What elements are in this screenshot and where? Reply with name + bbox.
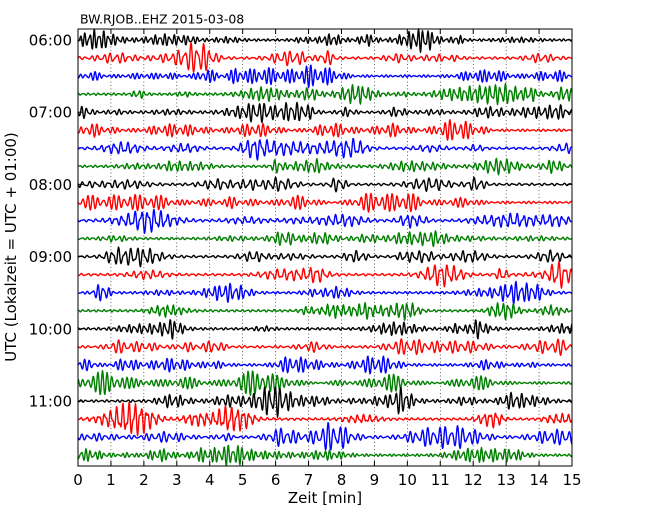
trace-row-19 — [77, 355, 573, 375]
trace-row-2 — [77, 41, 573, 73]
trace-row-12 — [77, 230, 573, 248]
trace-row-21 — [77, 386, 573, 418]
trace-row-7 — [77, 137, 573, 161]
trace-row-5 — [77, 101, 573, 124]
x-tick-label-10: 10 — [398, 471, 417, 489]
trace-row-11 — [77, 208, 573, 235]
x-tick-labels: 0 1 2 3 4 5 6 7 8 9 10 11 12 13 14 15 — [73, 471, 581, 489]
x-tick-label-4: 4 — [205, 471, 215, 489]
y-tick-label-0600: 06:00 — [29, 32, 72, 50]
y-axis-label: UTC (Lokalzeit = UTC + 01:00) — [2, 132, 20, 362]
trace-row-1 — [77, 28, 573, 54]
x-tick-label-1: 1 — [106, 471, 116, 489]
trace-row-10 — [77, 192, 573, 213]
y-tick-labels: 06:00 07:00 08:00 09:00 10:00 11:00 — [29, 32, 72, 411]
trace-row-6 — [77, 119, 573, 141]
trace-row-15 — [77, 280, 573, 305]
y-tick-label-0800: 08:00 — [29, 176, 72, 194]
trace-row-9 — [77, 176, 573, 193]
y-tick-label-1000: 10:00 — [29, 320, 72, 338]
trace-row-16 — [77, 302, 573, 321]
x-tick-label-7: 7 — [304, 471, 314, 489]
x-tick-label-13: 13 — [497, 471, 516, 489]
y-tick-label-1100: 11:00 — [29, 393, 72, 411]
trace-row-20 — [77, 369, 573, 396]
x-tick-label-8: 8 — [337, 471, 347, 489]
x-tick-label-12: 12 — [464, 471, 483, 489]
x-axis-label: Zeit [min] — [288, 489, 362, 507]
trace-row-22 — [77, 401, 573, 437]
x-tick-label-0: 0 — [73, 471, 83, 489]
trace-rows — [77, 28, 573, 466]
y-tick-label-0700: 07:00 — [29, 104, 72, 122]
trace-row-3 — [77, 64, 573, 89]
x-tick-label-15: 15 — [562, 471, 581, 489]
chart-title: BW.RJOB..EHZ 2015-03-08 — [80, 12, 244, 27]
x-tick-label-11: 11 — [431, 471, 450, 489]
plot-frame — [77, 28, 573, 467]
x-tick-label-9: 9 — [370, 471, 380, 489]
x-tick-label-5: 5 — [238, 471, 248, 489]
x-tick-label-3: 3 — [172, 471, 182, 489]
trace-row-17 — [77, 319, 573, 340]
x-tick-label-2: 2 — [139, 471, 149, 489]
trace-row-24 — [77, 444, 573, 466]
x-tick-label-14: 14 — [530, 471, 549, 489]
axis-ticks — [77, 29, 573, 466]
trace-row-14 — [77, 260, 573, 289]
trace-row-18 — [77, 338, 573, 357]
trace-row-4 — [77, 82, 573, 106]
trace-row-23 — [77, 422, 573, 451]
trace-row-8 — [77, 157, 573, 176]
x-tick-label-6: 6 — [271, 471, 281, 489]
y-tick-label-0900: 09:00 — [29, 248, 72, 266]
trace-row-13 — [77, 246, 573, 268]
